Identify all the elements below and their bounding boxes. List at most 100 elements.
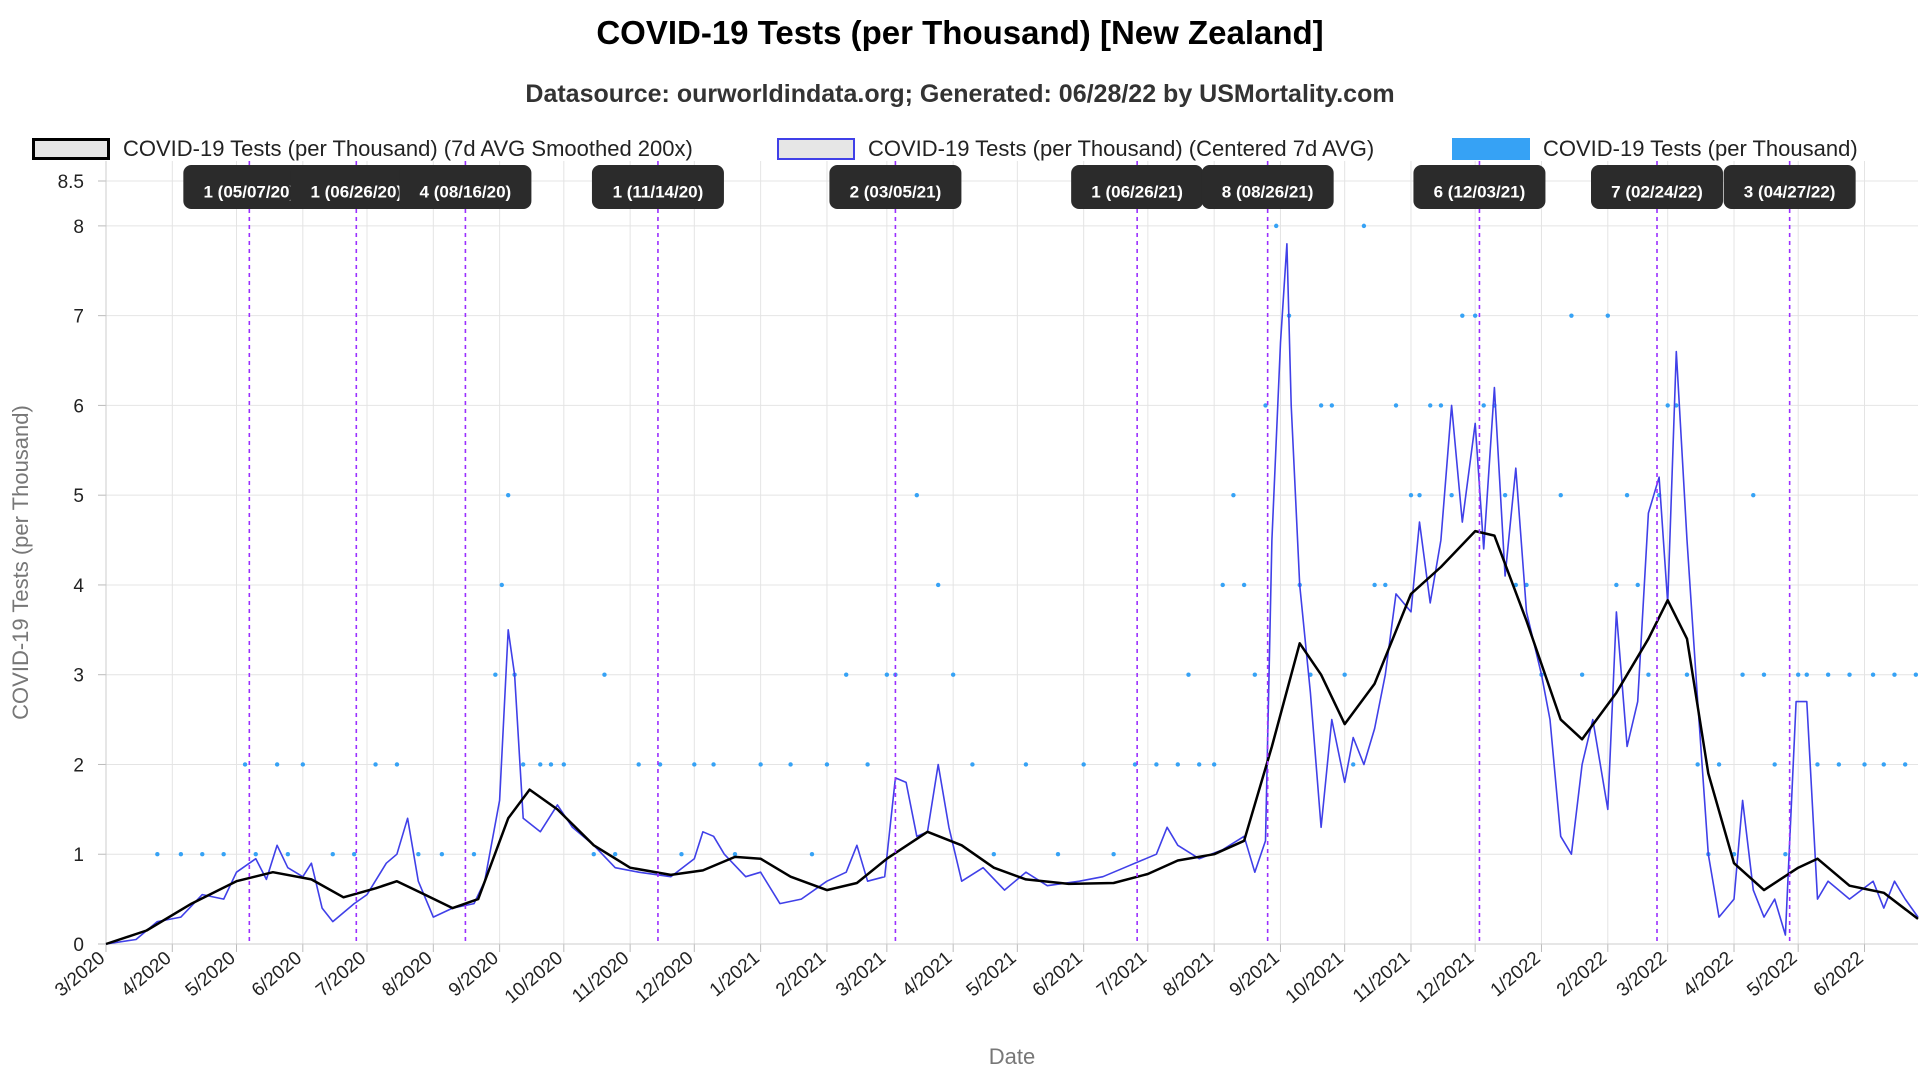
data-point <box>520 762 526 767</box>
data-point <box>612 852 618 857</box>
data-point <box>1847 672 1852 677</box>
data-point <box>1481 403 1486 408</box>
data-point <box>1579 672 1585 677</box>
y-tick-label: 3 <box>73 666 84 687</box>
x-tick-label: 10/2021 <box>1282 948 1348 1008</box>
data-point <box>1795 672 1801 677</box>
annotation-box <box>829 165 962 209</box>
y-tick-label: 2 <box>73 755 84 776</box>
data-point <box>178 852 184 857</box>
data-point <box>274 762 280 767</box>
data-point <box>1220 582 1225 588</box>
data-point <box>1196 762 1202 767</box>
series-line-centered-avg <box>105 243 1919 945</box>
data-point <box>1393 403 1399 408</box>
data-point <box>471 852 477 857</box>
data-point <box>1836 762 1842 767</box>
y-tick-label: 0 <box>73 935 84 956</box>
x-tick-label: 2/2021 <box>772 948 830 1001</box>
data-point <box>1329 403 1335 408</box>
y-tick-label: 6 <box>73 396 84 417</box>
data-point <box>561 762 567 767</box>
data-point <box>1772 762 1777 767</box>
data-point <box>758 762 763 767</box>
data-point <box>1502 492 1508 498</box>
data-point <box>200 852 205 857</box>
y-tick-label: 4 <box>73 576 84 597</box>
annotation-label: 1 (06/26/21) <box>1091 182 1183 201</box>
x-tick-label: 2/2022 <box>1553 948 1611 1001</box>
data-point <box>1870 672 1876 677</box>
data-point <box>970 762 975 767</box>
data-point <box>242 762 248 767</box>
data-point <box>1635 582 1640 588</box>
annotation-box <box>1413 165 1546 209</box>
data-point <box>1913 672 1919 677</box>
annotation-label: 3 (04/27/22) <box>1744 182 1836 201</box>
x-tick-label: 7/2021 <box>1093 948 1151 1001</box>
x-tick-label: 7/2020 <box>312 948 370 1001</box>
legend-item-smoothed[interactable]: COVID-19 Tests (per Thousand) (7d AVG Sm… <box>32 133 693 165</box>
data-point <box>732 852 738 857</box>
x-tick-label: 5/2020 <box>182 948 240 1001</box>
data-point <box>636 762 641 767</box>
data-point <box>1558 492 1563 498</box>
data-point <box>1716 762 1722 767</box>
x-tick-label: 4/2021 <box>898 948 956 1001</box>
data-point <box>1751 492 1756 498</box>
annotation-label: 4 (08/16/20) <box>420 182 512 201</box>
data-point <box>1881 762 1886 767</box>
data-point <box>1438 403 1444 408</box>
data-point <box>1684 672 1690 677</box>
annotation-box <box>290 165 423 209</box>
data-point <box>788 762 793 767</box>
y-tick-label: 5 <box>73 486 84 507</box>
data-point <box>1825 672 1831 677</box>
x-tick-label: 11/2021 <box>1349 948 1414 1007</box>
data-point <box>1862 762 1867 767</box>
data-point <box>1342 672 1347 677</box>
y-tick-label: 1 <box>73 845 84 866</box>
data-point <box>351 852 357 857</box>
data-point <box>1665 403 1670 408</box>
legend-item-centered[interactable]: COVID-19 Tests (per Thousand) (Centered … <box>777 133 1374 165</box>
data-point <box>1524 582 1529 588</box>
data-point <box>809 852 815 857</box>
data-point <box>499 582 504 588</box>
x-tick-label: 9/2020 <box>445 948 503 1001</box>
x-tick-label: 12/2020 <box>631 948 697 1008</box>
data-point <box>1252 672 1258 677</box>
data-point <box>1624 492 1630 498</box>
data-point <box>330 852 335 857</box>
data-point <box>1815 762 1820 767</box>
annotation-label: 1 (05/07/20) <box>203 182 295 201</box>
data-point <box>991 852 997 857</box>
x-tick-label: 5/2021 <box>963 948 1021 1001</box>
data-point <box>1902 762 1908 767</box>
annotation-label: 6 (12/03/21) <box>1434 182 1526 201</box>
y-tick-label: 7 <box>73 307 84 328</box>
data-point <box>657 762 663 767</box>
x-tick-label: 1/2022 <box>1487 948 1545 1001</box>
data-point <box>285 852 291 857</box>
data-point <box>505 492 511 498</box>
x-tick-label: 4/2020 <box>118 948 176 1001</box>
x-tick-label: 11/2020 <box>568 948 633 1007</box>
data-point <box>548 762 554 767</box>
data-point <box>1417 492 1422 498</box>
data-point <box>950 672 956 677</box>
x-tick-label: 8/2020 <box>379 948 437 1001</box>
annotation-label: 7 (02/24/22) <box>1611 182 1703 201</box>
x-tick-label: 4/2022 <box>1679 948 1737 1001</box>
legend-item-raw[interactable]: COVID-19 Tests (per Thousand) <box>1452 133 1858 165</box>
annotation-box <box>1723 165 1856 209</box>
annotation-box <box>1201 165 1334 209</box>
legend-swatch-centered <box>777 138 855 160</box>
data-point <box>493 672 498 677</box>
data-point <box>1761 672 1767 677</box>
annotation-box <box>183 165 316 209</box>
legend-label-raw: COVID-19 Tests (per Thousand) <box>1543 136 1858 161</box>
legend-swatch-smoothed <box>32 138 110 160</box>
annotation-label: 1 (06/26/20) <box>310 182 402 201</box>
